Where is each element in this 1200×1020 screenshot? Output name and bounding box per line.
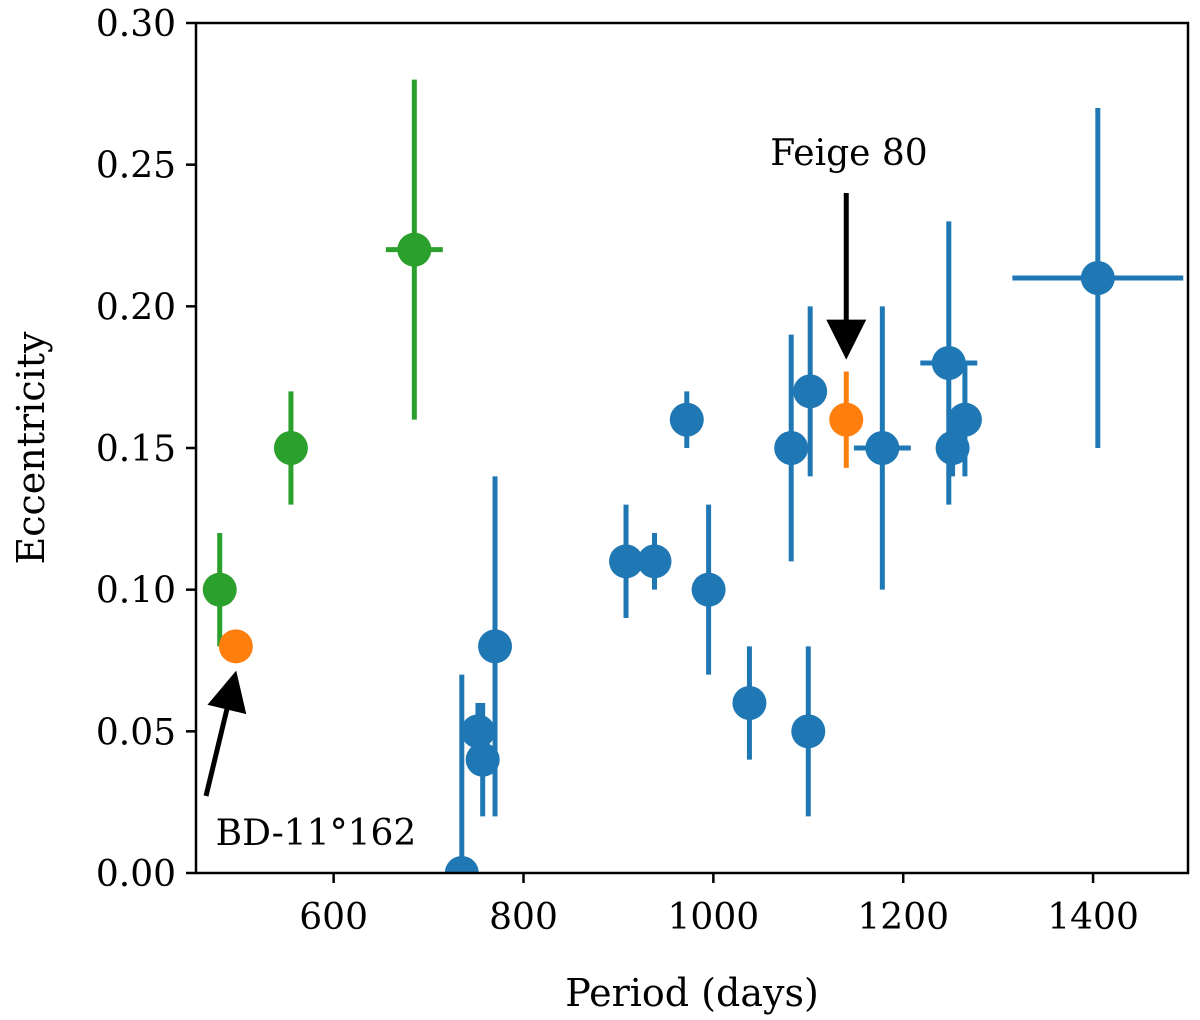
data-point (465, 742, 500, 777)
x-tick-label: 800 (489, 897, 558, 938)
data-point (637, 544, 672, 579)
data-point (793, 374, 828, 409)
data-point (732, 686, 767, 720)
data-point (865, 431, 900, 465)
data-point (460, 714, 495, 749)
y-tick-label: 0.10 (96, 571, 176, 612)
data-point (774, 431, 809, 465)
y-axis-ticks: 0.00 0.05 0.10 0.15 0.20 0.25 0.30 (96, 4, 196, 895)
data-point (609, 544, 644, 579)
data-point (931, 346, 966, 380)
data-point (669, 402, 704, 437)
y-tick-label: 0.20 (96, 287, 176, 328)
plot-area (202, 79, 1184, 873)
y-tick-label: 0.15 (96, 429, 176, 470)
y-tick-label: 0.00 (96, 854, 176, 895)
annotation-label: Feige 80 (770, 133, 927, 174)
data-point (218, 629, 253, 664)
x-tick-label: 1000 (668, 897, 760, 938)
data-point (202, 572, 237, 607)
y-tick-label: 0.30 (96, 4, 176, 45)
data-point (273, 431, 308, 465)
x-tick-label: 1400 (1047, 897, 1139, 938)
data-point (444, 856, 479, 873)
data-point (791, 714, 826, 749)
y-tick-label: 0.25 (96, 146, 176, 187)
x-tick-label: 600 (299, 897, 368, 938)
data-point (1080, 261, 1115, 295)
annotations: BD-11°162 Feige 80 (203, 133, 928, 854)
annotation-label: BD-11°162 (216, 813, 417, 854)
x-tick-label: 1200 (857, 897, 949, 938)
data-point (478, 629, 513, 664)
y-tick-label: 0.05 (96, 712, 176, 753)
y-axis-label: Eccentricity (9, 331, 53, 565)
x-axis-label: Period (days) (565, 971, 819, 1015)
data-point (935, 431, 970, 465)
x-axis-ticks: 600 800 1000 1200 1400 (299, 873, 1139, 938)
data-point (691, 572, 726, 607)
plot-frame (194, 21, 1190, 875)
annotation-arrow (203, 670, 247, 797)
data-point (829, 402, 864, 437)
data-point (947, 402, 982, 437)
data-point (397, 232, 432, 267)
